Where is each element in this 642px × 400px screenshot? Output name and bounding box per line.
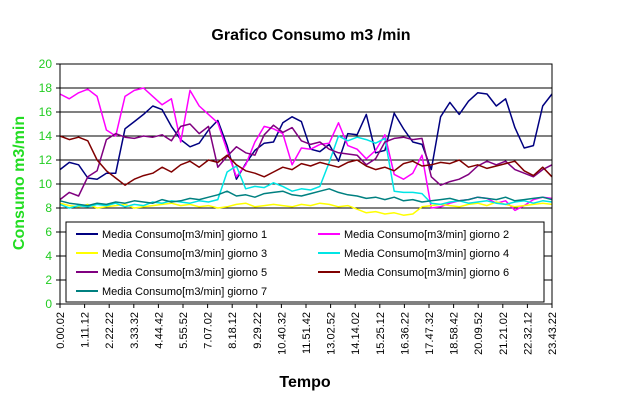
series-line-5 bbox=[59, 123, 553, 201]
y-tick-label-0: 0 bbox=[45, 297, 52, 311]
legend: Media Consumo[m3/min] giorno 1 Media Cons… bbox=[65, 221, 545, 303]
x-tick-label-9: 10.40.32 bbox=[276, 312, 288, 355]
x-tick-label-3: 3.33.32 bbox=[129, 312, 141, 349]
x-tick-label-19: 22.32.12 bbox=[522, 312, 534, 355]
x-tick-label-8: 9.29.22 bbox=[252, 312, 264, 349]
chart-title: Grafico Consumo m3 /min bbox=[211, 27, 410, 44]
x-tick-label-1: 1.11.12 bbox=[80, 312, 92, 348]
x-axis-label: Tempo bbox=[279, 374, 330, 391]
y-tick-label-4: 8 bbox=[45, 201, 52, 215]
y-tick-label-8: 16 bbox=[39, 105, 53, 119]
x-tick-label-20: 23.43.22 bbox=[547, 312, 559, 355]
y-tick-label-7: 14 bbox=[39, 129, 53, 143]
y-tick-label-1: 2 bbox=[45, 273, 52, 287]
legend-box bbox=[65, 221, 545, 303]
legend-label-3: Media Consumo[m3/min] giorno 3 bbox=[102, 248, 267, 260]
legend-label-4: Media Consumo[m3/min] giorno 4 bbox=[344, 248, 509, 260]
y-tick-label-9: 18 bbox=[39, 81, 53, 95]
y-axis-label: Consumo m3/min bbox=[11, 116, 28, 250]
x-tick-label-16: 18.58.42 bbox=[449, 312, 461, 355]
y-tick-label-3: 6 bbox=[45, 225, 52, 239]
series-line-3 bbox=[59, 201, 553, 216]
x-tick-label-15: 17.47.32 bbox=[424, 312, 436, 355]
x-tick-label-17: 20.09.52 bbox=[473, 312, 485, 355]
y-tick-label-2: 4 bbox=[45, 249, 52, 263]
x-tick-label-4: 4.44.42 bbox=[153, 312, 165, 349]
series-line-1 bbox=[59, 92, 553, 180]
series-line-7 bbox=[59, 188, 553, 207]
x-tick-label-10: 11.51.42 bbox=[301, 312, 313, 354]
series-line-6 bbox=[59, 135, 553, 186]
legend-label-2: Media Consumo[m3/min] giorno 2 bbox=[344, 229, 509, 241]
legend-label-7: Media Consumo[m3/min] giorno 7 bbox=[102, 286, 267, 298]
x-tick-label-18: 21.21.02 bbox=[498, 312, 510, 355]
x-tick-label-6: 7.07.02 bbox=[203, 312, 215, 349]
plot-area-border bbox=[59, 63, 553, 305]
x-tick-label-2: 2.22.22 bbox=[104, 312, 116, 349]
series-lines bbox=[59, 87, 553, 216]
x-tick-label-0: 0.00.02 bbox=[55, 312, 67, 349]
series-line-4 bbox=[59, 135, 553, 209]
x-tick-label-12: 14.14.02 bbox=[350, 312, 362, 355]
series-line-2 bbox=[59, 87, 553, 212]
y-tick-label-10: 20 bbox=[39, 57, 53, 71]
y-tick-label-5: 10 bbox=[39, 177, 53, 191]
y-tick-label-6: 12 bbox=[39, 153, 53, 167]
x-tick-label-7: 8.18.12 bbox=[227, 312, 239, 349]
legend-label-6: Media Consumo[m3/min] giorno 6 bbox=[344, 267, 509, 279]
x-tick-label-14: 16.36.22 bbox=[399, 312, 411, 355]
legend-label-5: Media Consumo[m3/min] giorno 5 bbox=[102, 267, 267, 279]
legend-label-1: Media Consumo[m3/min] giorno 1 bbox=[102, 229, 267, 241]
y-tick-labels: 0 2 4 6 8 10 12 14 16 18 20 bbox=[39, 57, 60, 311]
x-tick-labels: 0.00.02 1.11.12 2.22.22 3.33.32 4.44.42 5.55.… bbox=[55, 304, 559, 355]
x-tick-label-5: 5.55.52 bbox=[178, 312, 190, 349]
x-tick-label-13: 15.25.12 bbox=[375, 312, 387, 355]
x-tick-label-11: 13.02.52 bbox=[326, 312, 338, 355]
